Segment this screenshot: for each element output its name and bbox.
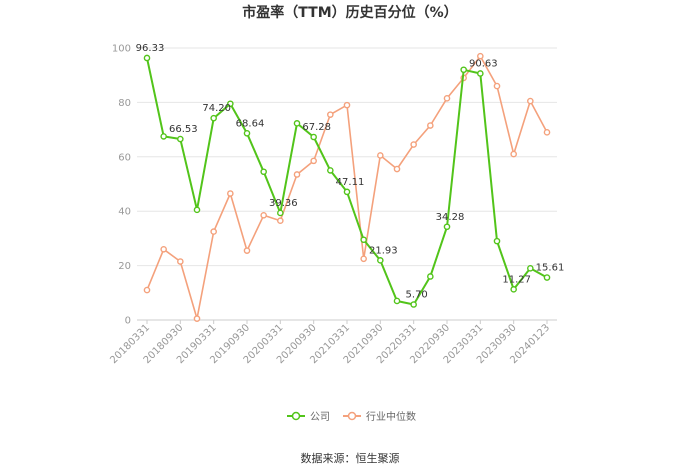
data-label: 68.64 [236, 118, 265, 129]
legend-item-company[interactable]: 公司 [287, 411, 330, 423]
legend: 公司 行业中位数 [287, 410, 416, 423]
data-label: 21.93 [369, 245, 398, 256]
data-point[interactable] [227, 190, 234, 197]
data-labels: 96.33 66.53 74.20 68.64 39.36 67.28 47.11 21.93… [136, 43, 565, 301]
data-point[interactable] [510, 150, 517, 158]
data-point[interactable] [260, 211, 267, 219]
data-point[interactable] [427, 122, 434, 129]
data-point[interactable] [493, 82, 501, 90]
data-point[interactable] [410, 301, 417, 308]
x-axis: 2018033120180930201903312019093020200331… [108, 319, 557, 366]
legend-marker-industry [347, 411, 357, 421]
data-point[interactable] [443, 95, 451, 102]
data-point[interactable] [377, 257, 384, 264]
legend-marker-company [291, 411, 301, 421]
data-point[interactable] [243, 129, 251, 137]
data-point[interactable] [327, 167, 334, 174]
data-point[interactable] [293, 171, 301, 178]
data-point[interactable] [460, 66, 467, 74]
data-point[interactable] [260, 168, 267, 176]
data-point[interactable] [193, 315, 201, 322]
legend-label-industry: 行业中位数 [366, 410, 416, 423]
data-point[interactable] [427, 273, 434, 280]
series-layer [143, 52, 551, 322]
data-point[interactable] [360, 255, 367, 263]
y-tick-label: 60 [118, 152, 131, 163]
data-point[interactable] [443, 223, 451, 231]
data-point[interactable] [410, 141, 417, 148]
data-label: 90.63 [469, 58, 498, 69]
data-point[interactable] [143, 54, 151, 62]
data-point[interactable] [493, 237, 501, 245]
y-tick-label: 0 [125, 316, 131, 327]
data-point[interactable] [393, 297, 401, 305]
data-point[interactable] [277, 217, 284, 225]
data-label: 39.36 [269, 198, 298, 209]
data-point[interactable] [527, 97, 534, 105]
data-point[interactable] [327, 111, 334, 118]
data-point[interactable] [160, 133, 167, 140]
data-point[interactable] [143, 286, 151, 294]
y-tick-label: 20 [118, 261, 131, 272]
data-point[interactable] [310, 157, 317, 165]
data-point[interactable] [210, 114, 217, 122]
data-point[interactable] [543, 274, 551, 281]
data-point[interactable] [343, 101, 351, 109]
data-label: 5.70 [406, 289, 428, 300]
data-point[interactable] [477, 52, 484, 60]
y-tick-label: 40 [118, 207, 131, 218]
data-point[interactable] [277, 209, 284, 217]
data-point[interactable] [193, 206, 201, 214]
data-label: 11.27 [502, 274, 531, 285]
data-source: 数据来源：恒生聚源 [301, 451, 400, 465]
data-point[interactable] [343, 188, 351, 196]
data-point[interactable] [527, 265, 534, 272]
data-point[interactable] [310, 133, 317, 141]
data-point[interactable] [377, 152, 384, 159]
data-point[interactable] [510, 286, 517, 293]
data-point[interactable] [360, 236, 367, 244]
legend-item-industry[interactable]: 行业中位数 [343, 410, 416, 423]
series-company [143, 54, 551, 308]
data-point[interactable] [210, 228, 217, 235]
legend-label-company: 公司 [310, 412, 330, 423]
data-point[interactable] [393, 165, 401, 173]
y-axis: 0 20 40 60 80 100 [112, 44, 131, 327]
data-point[interactable] [227, 100, 234, 108]
data-point[interactable] [543, 129, 551, 136]
data-label: 96.33 [136, 43, 165, 54]
y-tick-label: 80 [118, 98, 131, 109]
data-label: 47.11 [336, 177, 365, 188]
data-point[interactable] [177, 258, 184, 265]
data-point[interactable] [293, 120, 301, 127]
data-label: 15.61 [536, 263, 565, 274]
data-label: 66.53 [169, 124, 198, 135]
data-point[interactable] [160, 245, 167, 253]
data-point[interactable] [477, 70, 484, 77]
data-label: 67.28 [302, 122, 331, 133]
data-point[interactable] [177, 135, 184, 143]
chart-title: 市盈率（TTM）历史百分位（%） [242, 4, 457, 21]
y-tick-label: 100 [112, 44, 131, 55]
data-label: 74.20 [202, 103, 231, 114]
data-point[interactable] [243, 247, 251, 254]
data-label: 34.28 [436, 212, 465, 223]
